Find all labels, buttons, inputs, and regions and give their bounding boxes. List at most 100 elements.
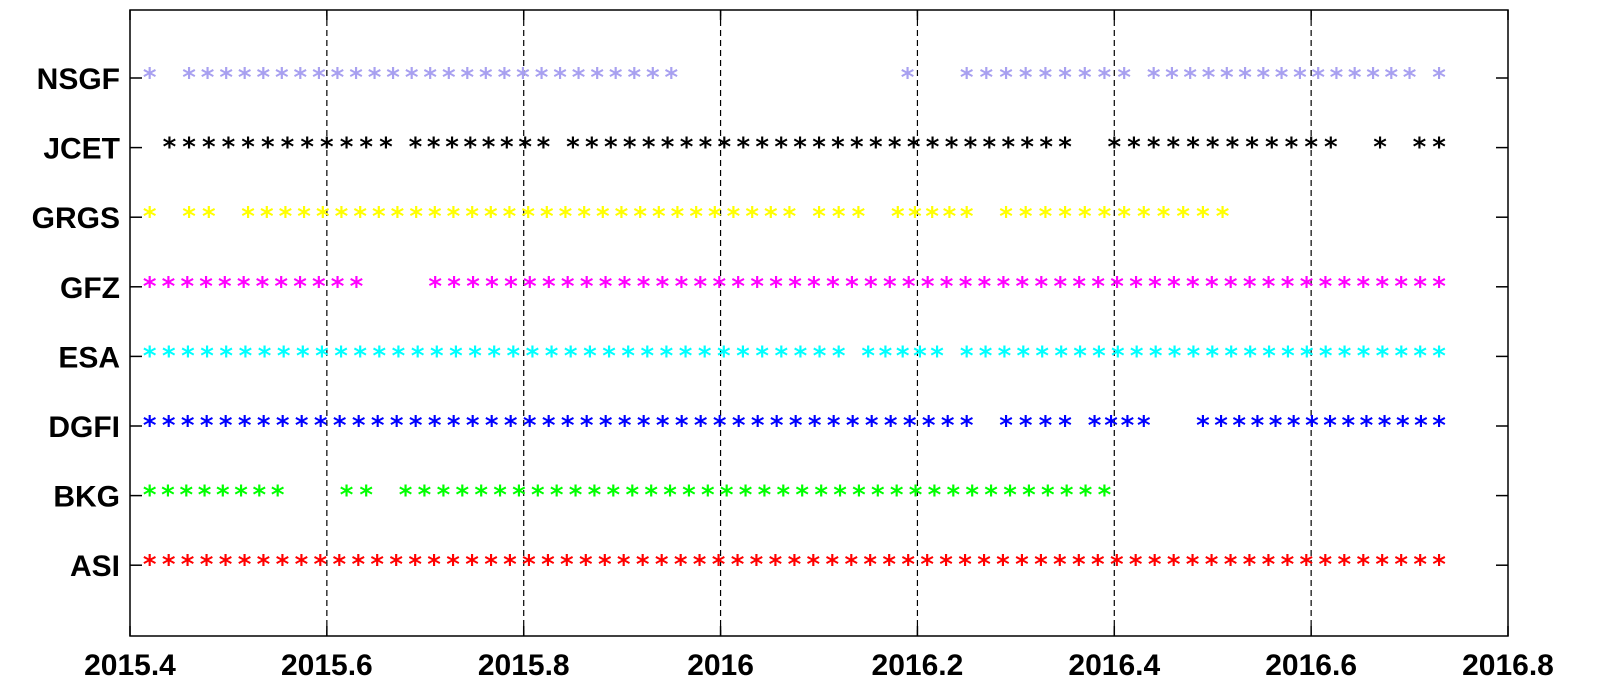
data-point: * [794, 341, 808, 371]
data-point: * [599, 411, 613, 441]
x-tick-label: 2016.6 [1265, 649, 1357, 682]
data-point: * [179, 481, 193, 511]
series-jcet: * * * * * * * * * * * * * * * * * * * * * * * * * * * * * * * * * * * * * * * *… [163, 133, 1447, 163]
data-point: * [1366, 63, 1380, 93]
y-tick-label: GFZ [60, 272, 120, 305]
data-point: * [1187, 341, 1201, 371]
data-point: * [500, 133, 514, 163]
data-point: * [604, 133, 618, 163]
data-point: * [484, 202, 498, 232]
data-point: * [1285, 133, 1299, 163]
data-point: * [1238, 63, 1252, 93]
data-point: * [1205, 272, 1219, 302]
data-point: * [296, 341, 310, 371]
axis-ticks [129, 10, 1509, 636]
data-point: * [1319, 272, 1333, 302]
data-point: * [671, 202, 685, 232]
data-point: * [1058, 63, 1072, 93]
x-tick-label: 2016.8 [1462, 649, 1554, 682]
data-point: * [182, 202, 196, 232]
data-point: * [201, 63, 215, 93]
data-point: * [1001, 133, 1015, 163]
data-point: * [983, 133, 997, 163]
data-point: * [241, 202, 255, 232]
data-point: * [945, 133, 959, 163]
data-point: * [542, 272, 556, 302]
data-point: * [162, 550, 176, 580]
data-point: * [1275, 63, 1289, 93]
data-point: * [1127, 133, 1141, 163]
data-point: * [162, 272, 176, 302]
data-point: * [964, 133, 978, 163]
data-point: * [1041, 481, 1055, 511]
data-point: * [523, 272, 537, 302]
data-point: * [1016, 272, 1030, 302]
data-point: * [351, 550, 365, 580]
data-point: * [627, 63, 641, 93]
data-point: * [372, 202, 386, 232]
data-point: * [745, 202, 759, 232]
data-point: * [1206, 341, 1220, 371]
data-point: * [1232, 411, 1246, 441]
data-point: * [698, 341, 712, 371]
data-point: * [788, 550, 802, 580]
data-point: * [485, 272, 499, 302]
data-point: * [427, 550, 441, 580]
data-point: * [409, 411, 423, 441]
data-point: * [340, 133, 354, 163]
x-tick-label: 2015.8 [478, 649, 570, 682]
data-point: * [1281, 341, 1295, 371]
data-point: * [751, 411, 765, 441]
data-point: * [1167, 133, 1181, 163]
data-point: * [281, 133, 295, 163]
data-point: * [569, 481, 583, 511]
data-point: * [1098, 202, 1112, 232]
data-point: * [1176, 202, 1190, 232]
data-point: * [479, 63, 493, 93]
data-point: * [930, 341, 944, 371]
data-point: * [1262, 341, 1276, 371]
data-point: * [1432, 411, 1446, 441]
data-point: * [1053, 272, 1067, 302]
data-point: * [925, 202, 939, 232]
data-point: * [1039, 63, 1053, 93]
data-point: * [518, 133, 532, 163]
series-bkg: * * * * * * * * * * * * * * * * * * * * * * * * * * * * * * * * * * * * * * * *… [143, 481, 1112, 511]
data-point: * [1311, 63, 1325, 93]
data-point: * [493, 481, 507, 511]
data-point: * [965, 481, 979, 511]
data-point: * [999, 63, 1013, 93]
data-point: * [1216, 202, 1230, 232]
data-point: * [633, 202, 647, 232]
data-point: * [161, 481, 175, 511]
data-point: * [712, 272, 726, 302]
data-point: * [257, 411, 271, 441]
data-point: * [832, 202, 846, 232]
x-tick-label: 2016 [687, 649, 754, 682]
data-point: * [504, 411, 518, 441]
data-point: * [783, 202, 797, 232]
data-point: * [522, 550, 536, 580]
data-point: * [314, 411, 328, 441]
data-point: * [390, 411, 404, 441]
data-point: * [736, 341, 750, 371]
data-point: * [409, 133, 423, 163]
data-point: * [430, 341, 444, 371]
data-point: * [564, 341, 578, 371]
data-point: * [316, 202, 330, 232]
data-point: * [713, 411, 727, 441]
data-point: * [1262, 550, 1276, 580]
data-point: * [516, 63, 530, 93]
x-tick-labels: 2015.4 2015.6 2015.8 2016 2016.2 2016.4 2016.6… [84, 649, 1554, 682]
data-point: * [1058, 411, 1072, 441]
data-point: * [960, 411, 974, 441]
data-point: * [359, 481, 373, 511]
data-point: * [755, 133, 769, 163]
data-point: * [891, 202, 905, 232]
data-point: * [503, 202, 517, 232]
data-point: * [257, 550, 271, 580]
y-tick-label: ASI [70, 550, 120, 583]
data-point: * [732, 411, 746, 441]
data-point: * [1117, 202, 1131, 232]
data-point: * [1300, 550, 1314, 580]
